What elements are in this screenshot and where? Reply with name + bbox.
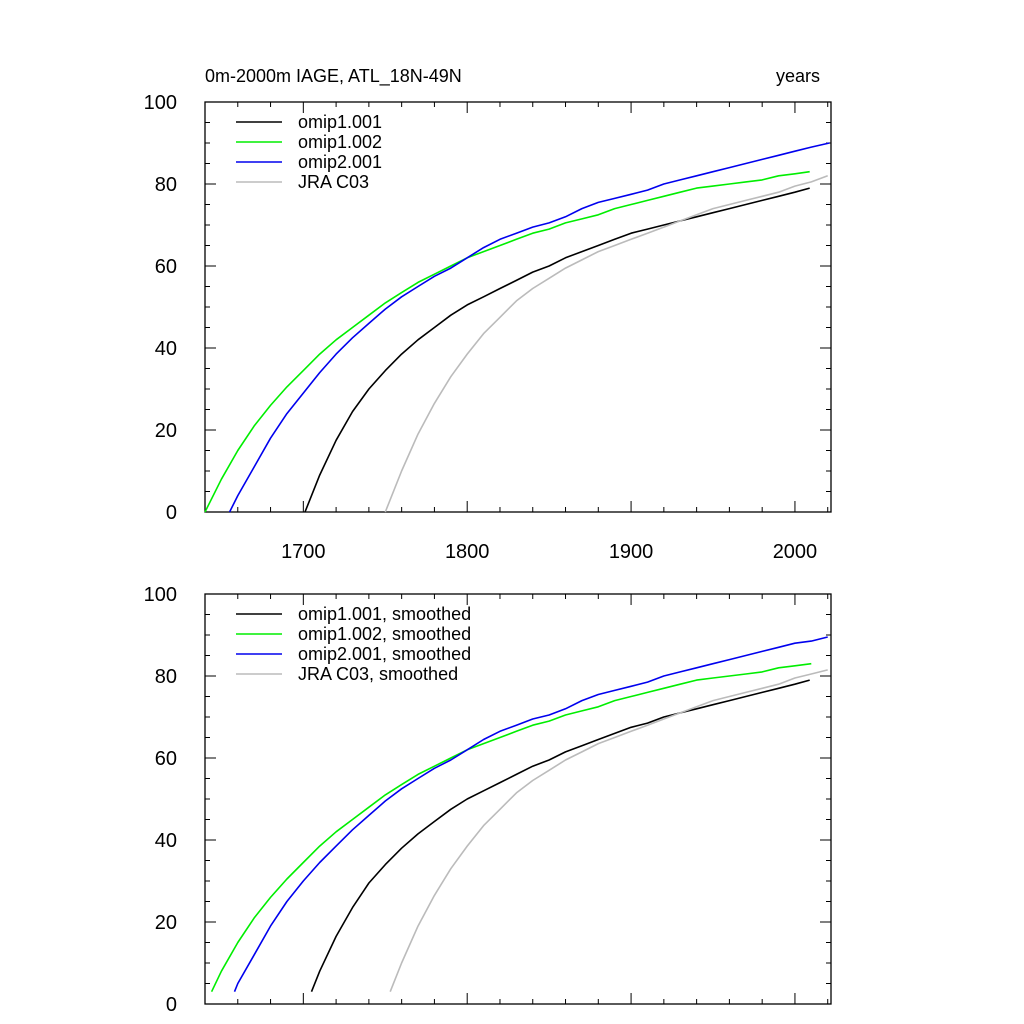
bottom-series-line-3 xyxy=(233,636,828,992)
bottom-legend-label: JRA C03, smoothed xyxy=(298,664,458,684)
top-series-line-4 xyxy=(384,175,828,513)
bottom-legend-label: omip1.002, smoothed xyxy=(298,624,471,644)
bottom-y-tick-label: 60 xyxy=(155,748,177,770)
bottom-panel: 0 20 40 60 80 100 omip1.001, smoothedomip1.002… xyxy=(144,584,832,1016)
top-x-tick-label: 1900 xyxy=(609,541,654,563)
top-legend-label: omip1.002 xyxy=(298,132,382,152)
top-y-tick-label: 60 xyxy=(155,256,177,278)
top-y-tick-label: 80 xyxy=(155,174,177,196)
bottom-y-tick-label: 0 xyxy=(166,994,177,1016)
units-label: years xyxy=(776,66,820,86)
chart-title: 0m-2000m IAGE, ATL_18N-49N xyxy=(205,66,462,87)
top-series-line-1 xyxy=(304,187,810,513)
top-legend-label: omip1.001 xyxy=(298,112,382,132)
bottom-y-tick-label: 20 xyxy=(155,912,177,934)
top-y-tick-label: 20 xyxy=(155,420,177,442)
top-x-tick-label: 1800 xyxy=(445,541,490,563)
bottom-series-line-4 xyxy=(389,669,828,992)
bottom-legend-label: omip2.001, smoothed xyxy=(298,644,471,664)
bottom-y-tick-label: 40 xyxy=(155,830,177,852)
bottom-series-line-1 xyxy=(310,679,810,992)
top-series-line-2 xyxy=(204,170,810,513)
top-legend-label: JRA C03 xyxy=(298,172,369,192)
top-x-tick-label: 2000 xyxy=(773,541,818,563)
top-y-tick-label: 100 xyxy=(144,92,177,114)
bottom-series-line-2 xyxy=(210,662,812,993)
top-y-tick-label: 40 xyxy=(155,338,177,360)
top-y-tick-label: 0 xyxy=(166,502,177,524)
bottom-legend-label: omip1.001, smoothed xyxy=(298,604,471,624)
bottom-y-tick-label: 80 xyxy=(155,666,177,688)
top-legend-label: omip2.001 xyxy=(298,152,382,172)
top-x-tick-label: 1700 xyxy=(281,541,326,563)
top-series-line-3 xyxy=(228,142,830,513)
bottom-y-tick-label: 100 xyxy=(144,584,177,606)
